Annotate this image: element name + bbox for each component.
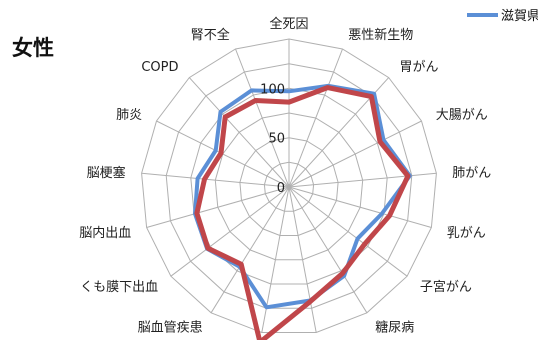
- series-line-red: [194, 85, 411, 340]
- grid-spoke: [170, 186, 290, 277]
- grid-ring: [214, 112, 364, 261]
- grid-spoke: [288, 186, 368, 314]
- r-tick-label: 50: [268, 132, 285, 147]
- category-label: COPD: [141, 60, 178, 75]
- grid-ring: [239, 137, 339, 236]
- legend-label: 滋賀県: [501, 9, 538, 24]
- category-label: 悪性新生物: [348, 27, 413, 43]
- category-label: 子宮がん: [420, 279, 472, 295]
- chart-title: 女性: [12, 36, 54, 60]
- category-label: 全死因: [269, 16, 308, 32]
- grid-spoke: [288, 186, 432, 228]
- category-label: 肺炎: [116, 108, 142, 123]
- category-label: 腎不全: [191, 27, 230, 43]
- grid-ring: [263, 161, 315, 212]
- grid-ring: [190, 87, 388, 285]
- category-label: 脳内出血: [79, 225, 131, 241]
- r-tick-label: 0: [277, 181, 285, 196]
- grid-spoke: [288, 186, 408, 277]
- grid-spoke: [188, 77, 290, 188]
- grid-ring: [141, 38, 437, 333]
- category-label: 脳血管疾患: [138, 320, 203, 335]
- grid-spoke: [235, 48, 290, 188]
- category-label: 大腸がん: [436, 108, 488, 123]
- legend: 滋賀県: [467, 9, 538, 24]
- grid-spoke: [288, 172, 437, 188]
- category-label: 脳梗塞: [87, 165, 126, 181]
- category-label: 乳がん: [447, 226, 486, 241]
- grid-spoke: [288, 186, 317, 333]
- series-line-shiga: [193, 83, 412, 310]
- category-labels: 050100全死因悪性新生物胃がん大腸がん肺がん乳がん子宮がん糖尿病心疾患心筋梗…: [79, 16, 491, 335]
- radar-grid: [141, 38, 437, 333]
- radar-series: [193, 83, 412, 340]
- category-label: 肺がん: [452, 166, 491, 181]
- grid-spoke: [146, 186, 290, 228]
- grid-spoke: [210, 186, 290, 314]
- grid-spoke: [288, 48, 343, 188]
- category-label: 胃がん: [400, 60, 439, 75]
- grid-spoke: [141, 172, 290, 188]
- r-tick-label: 100: [260, 82, 285, 97]
- category-label: くも膜下出血: [80, 280, 158, 295]
- grid-ring: [165, 63, 413, 309]
- grid-spoke: [288, 120, 422, 188]
- category-label: 糖尿病: [375, 319, 414, 335]
